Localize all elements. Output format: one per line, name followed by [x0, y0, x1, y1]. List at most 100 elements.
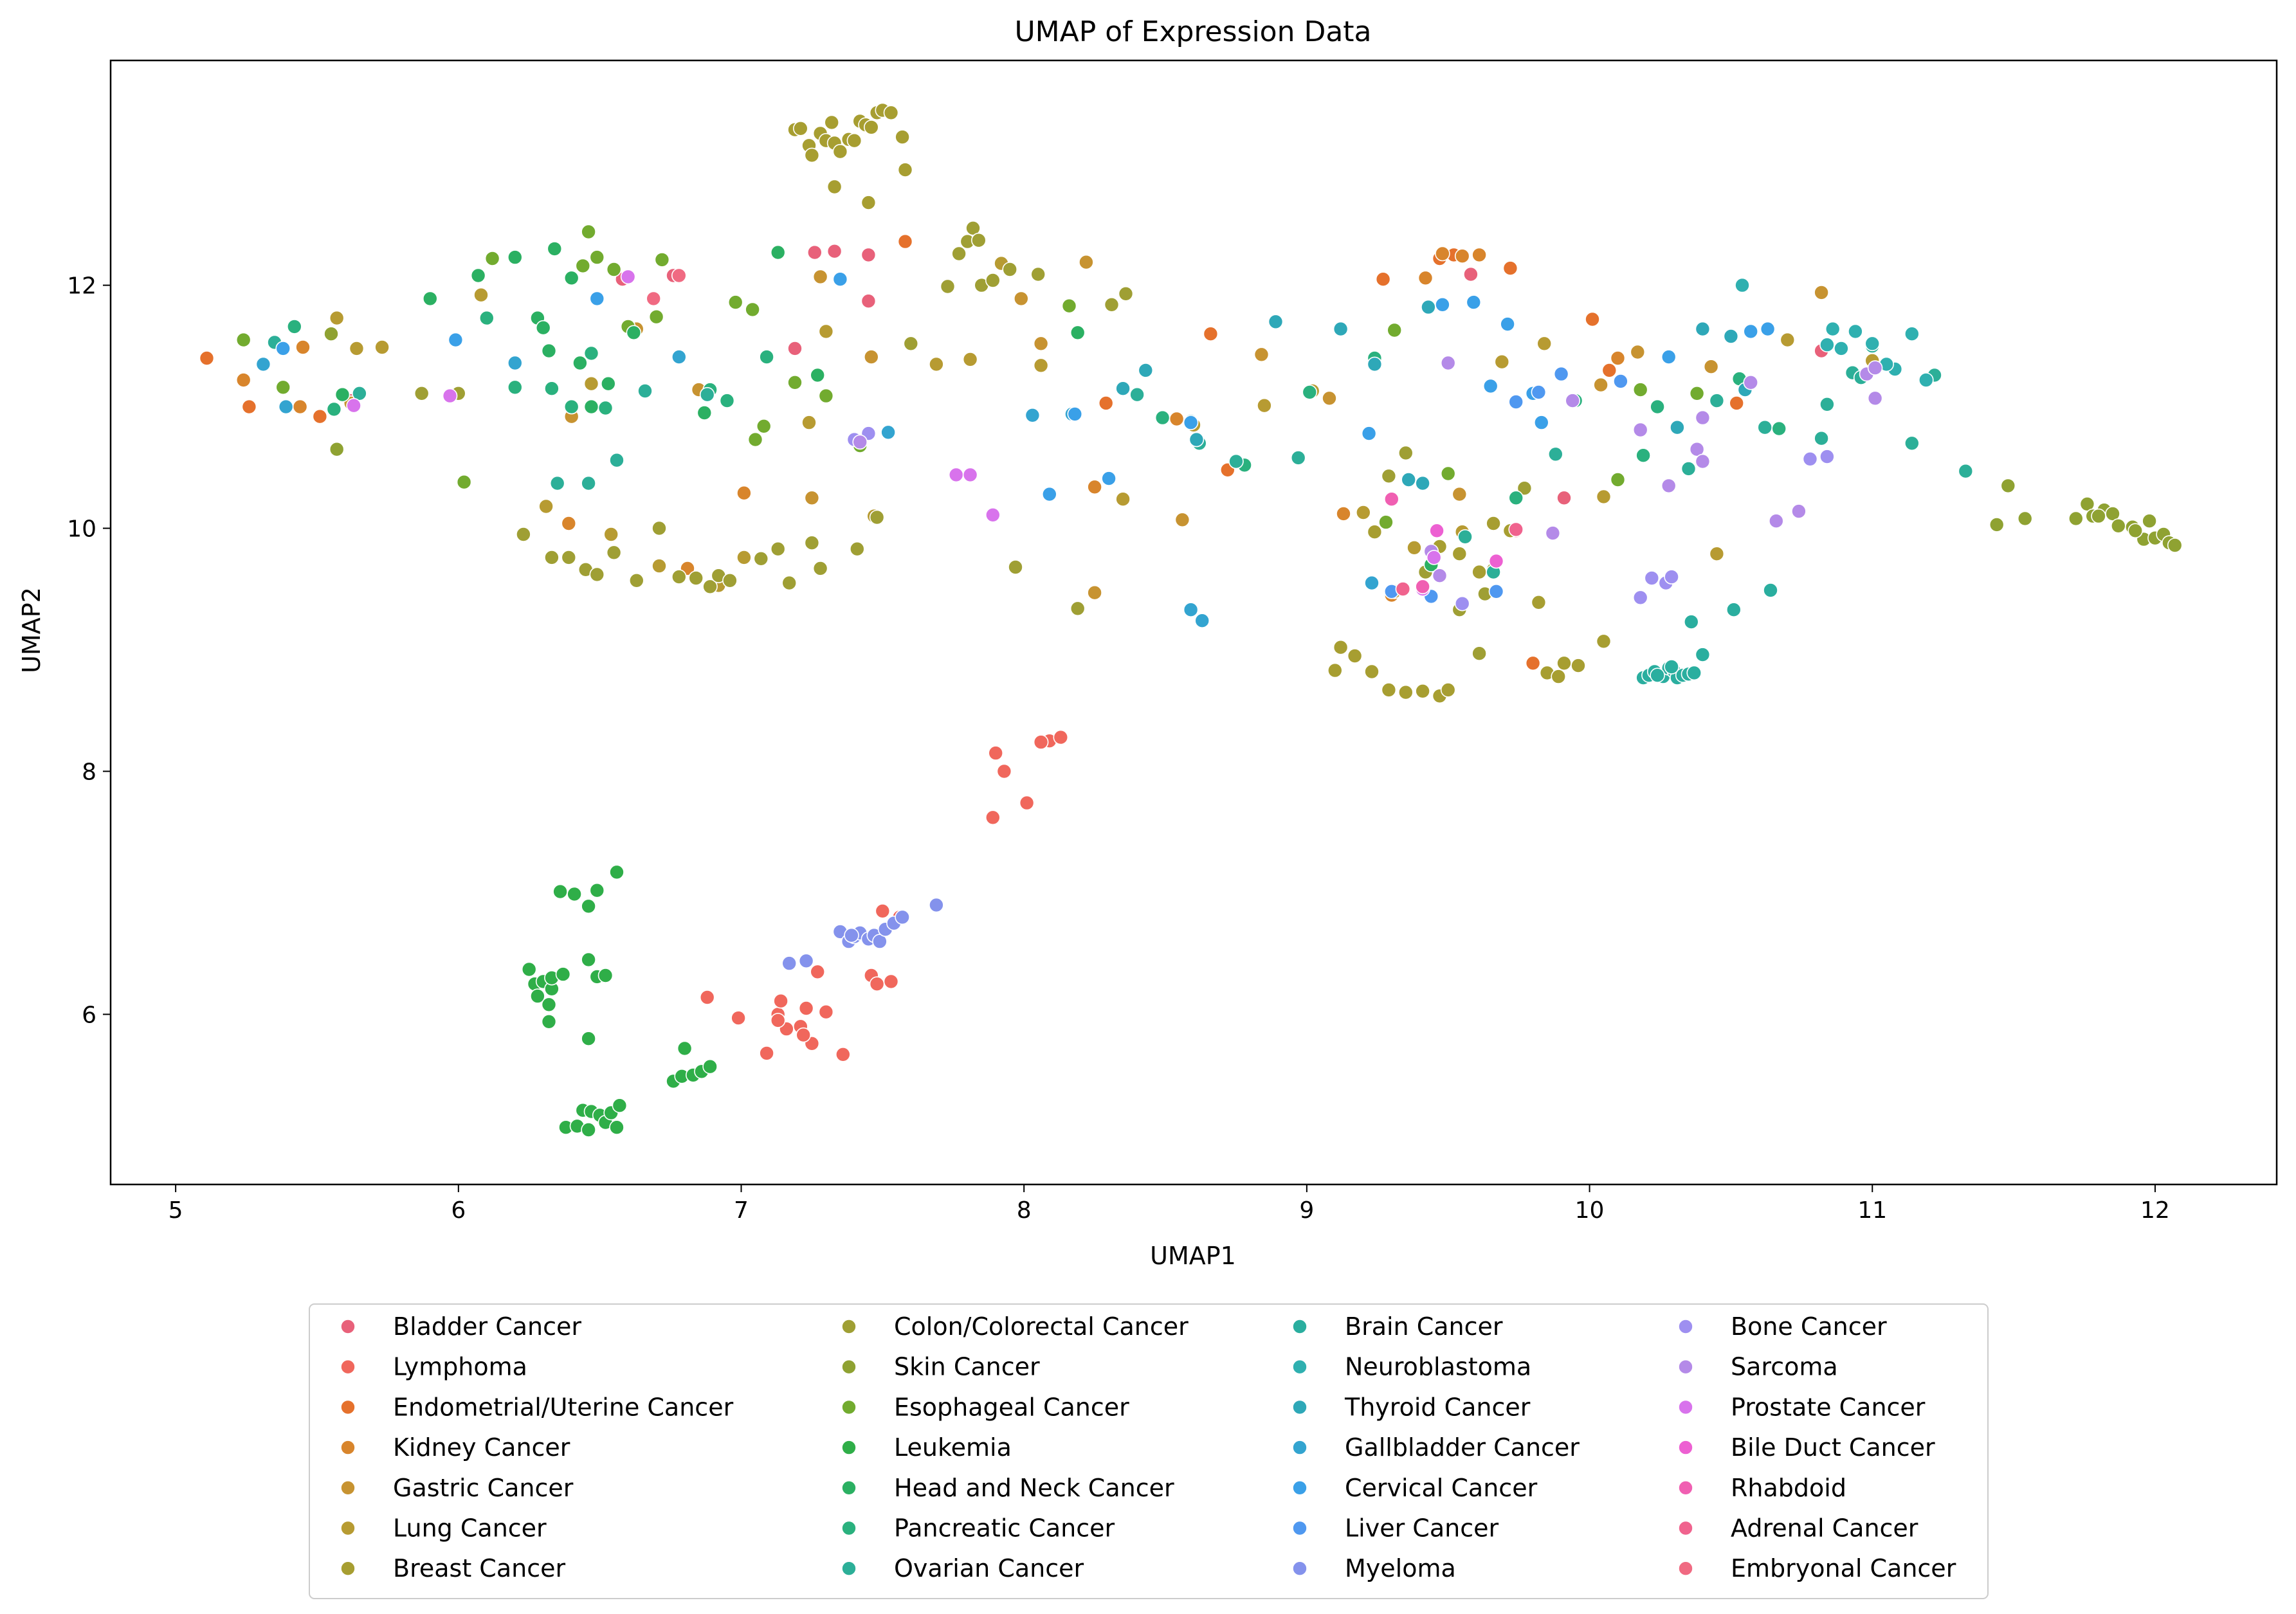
data-point: [1664, 569, 1679, 585]
data-point: [651, 558, 667, 574]
data-point: [2111, 518, 2126, 534]
data-point: [697, 405, 713, 421]
legend-marker: [1678, 1480, 1693, 1496]
data-point: [759, 349, 774, 365]
legend-label: Cervical Cancer: [1345, 1474, 1538, 1502]
data-point: [1115, 381, 1131, 397]
x-tick-label: 5: [169, 1197, 183, 1224]
data-point: [962, 467, 978, 483]
data-point: [1517, 480, 1533, 496]
y-tick-label: 8: [82, 759, 96, 785]
data-point: [516, 527, 531, 542]
legend-marker: [340, 1520, 356, 1536]
data-point: [812, 561, 828, 576]
data-point: [1415, 475, 1430, 491]
data-point: [1381, 682, 1397, 698]
data-point: [1630, 344, 1646, 360]
data-point: [2091, 508, 2106, 524]
legend-label: Kidney Cancer: [393, 1433, 570, 1462]
data-point: [295, 340, 311, 355]
data-point: [864, 120, 879, 135]
data-point: [235, 332, 251, 348]
data-point: [948, 467, 964, 483]
data-point: [1760, 321, 1776, 337]
data-point: [1508, 394, 1524, 410]
data-point: [583, 376, 599, 392]
x-tick-label: 7: [734, 1197, 749, 1224]
data-point: [414, 385, 430, 401]
data-point: [507, 379, 523, 395]
data-point: [1466, 295, 1482, 310]
data-point: [606, 262, 622, 277]
data-point: [1452, 486, 1468, 502]
data-point: [807, 244, 823, 260]
data-point: [804, 535, 820, 551]
legend-label: Prostate Cancer: [1731, 1393, 1926, 1421]
data-point: [1398, 445, 1414, 461]
data-point: [473, 287, 489, 303]
data-point: [1415, 684, 1430, 699]
x-axis-ticks: 5 6 7 8 9 10 11 12: [169, 1184, 2170, 1224]
data-point: [1661, 349, 1677, 365]
data-point: [1664, 659, 1679, 675]
data-point: [1695, 453, 1711, 469]
data-point: [1508, 490, 1524, 506]
data-point: [1867, 360, 1883, 376]
data-point: [507, 355, 523, 371]
legend-label: Lymphoma: [393, 1353, 527, 1381]
data-point: [929, 897, 944, 913]
data-point: [1401, 472, 1416, 487]
data-point: [2068, 511, 2084, 527]
data-point: [671, 569, 687, 585]
data-point: [1918, 372, 1934, 388]
data-point: [770, 244, 786, 260]
data-point: [719, 393, 735, 408]
legend-marker: [841, 1319, 857, 1334]
data-point: [1661, 478, 1677, 494]
data-point: [2017, 511, 2033, 527]
data-point: [1361, 426, 1377, 441]
data-point: [812, 269, 828, 285]
data-point: [1228, 453, 1244, 469]
data-point: [1593, 377, 1608, 393]
data-point: [1553, 366, 1569, 382]
data-point: [826, 243, 843, 259]
legend-items: Bladder Cancer Lymphoma Endometrial/Uterin…: [340, 1312, 1956, 1582]
data-point: [422, 291, 438, 307]
data-point: [374, 340, 390, 355]
data-point: [1471, 564, 1487, 580]
data-point: [581, 224, 596, 240]
data-point: [1695, 647, 1711, 662]
data-point: [555, 966, 571, 982]
data-point: [1381, 468, 1397, 484]
data-point: [561, 516, 577, 531]
data-point: [1364, 664, 1380, 680]
data-point: [1958, 463, 1974, 479]
data-point: [484, 251, 500, 266]
data-point: [346, 397, 361, 413]
data-point: [1203, 326, 1219, 342]
data-point: [1989, 517, 2005, 532]
data-point: [1033, 336, 1049, 352]
data-point: [996, 763, 1012, 779]
data-point: [544, 381, 560, 397]
data-point: [235, 372, 251, 388]
data-point: [1042, 486, 1057, 502]
data-point: [1494, 354, 1510, 370]
data-point: [770, 541, 786, 557]
data-point: [547, 241, 563, 257]
data-point: [530, 988, 545, 1004]
legend-marker: [841, 1561, 857, 1576]
data-point: [804, 147, 820, 163]
legend-marker: [841, 1520, 857, 1536]
data-point: [563, 399, 579, 415]
data-point: [1689, 441, 1705, 457]
data-point: [1556, 490, 1572, 506]
data-point: [612, 1098, 628, 1113]
data-point: [1333, 321, 1349, 337]
data-point: [883, 974, 899, 990]
data-point: [1463, 266, 1479, 282]
data-point: [869, 509, 885, 525]
legend-label: Lung Cancer: [393, 1514, 547, 1543]
data-point: [1364, 575, 1380, 591]
